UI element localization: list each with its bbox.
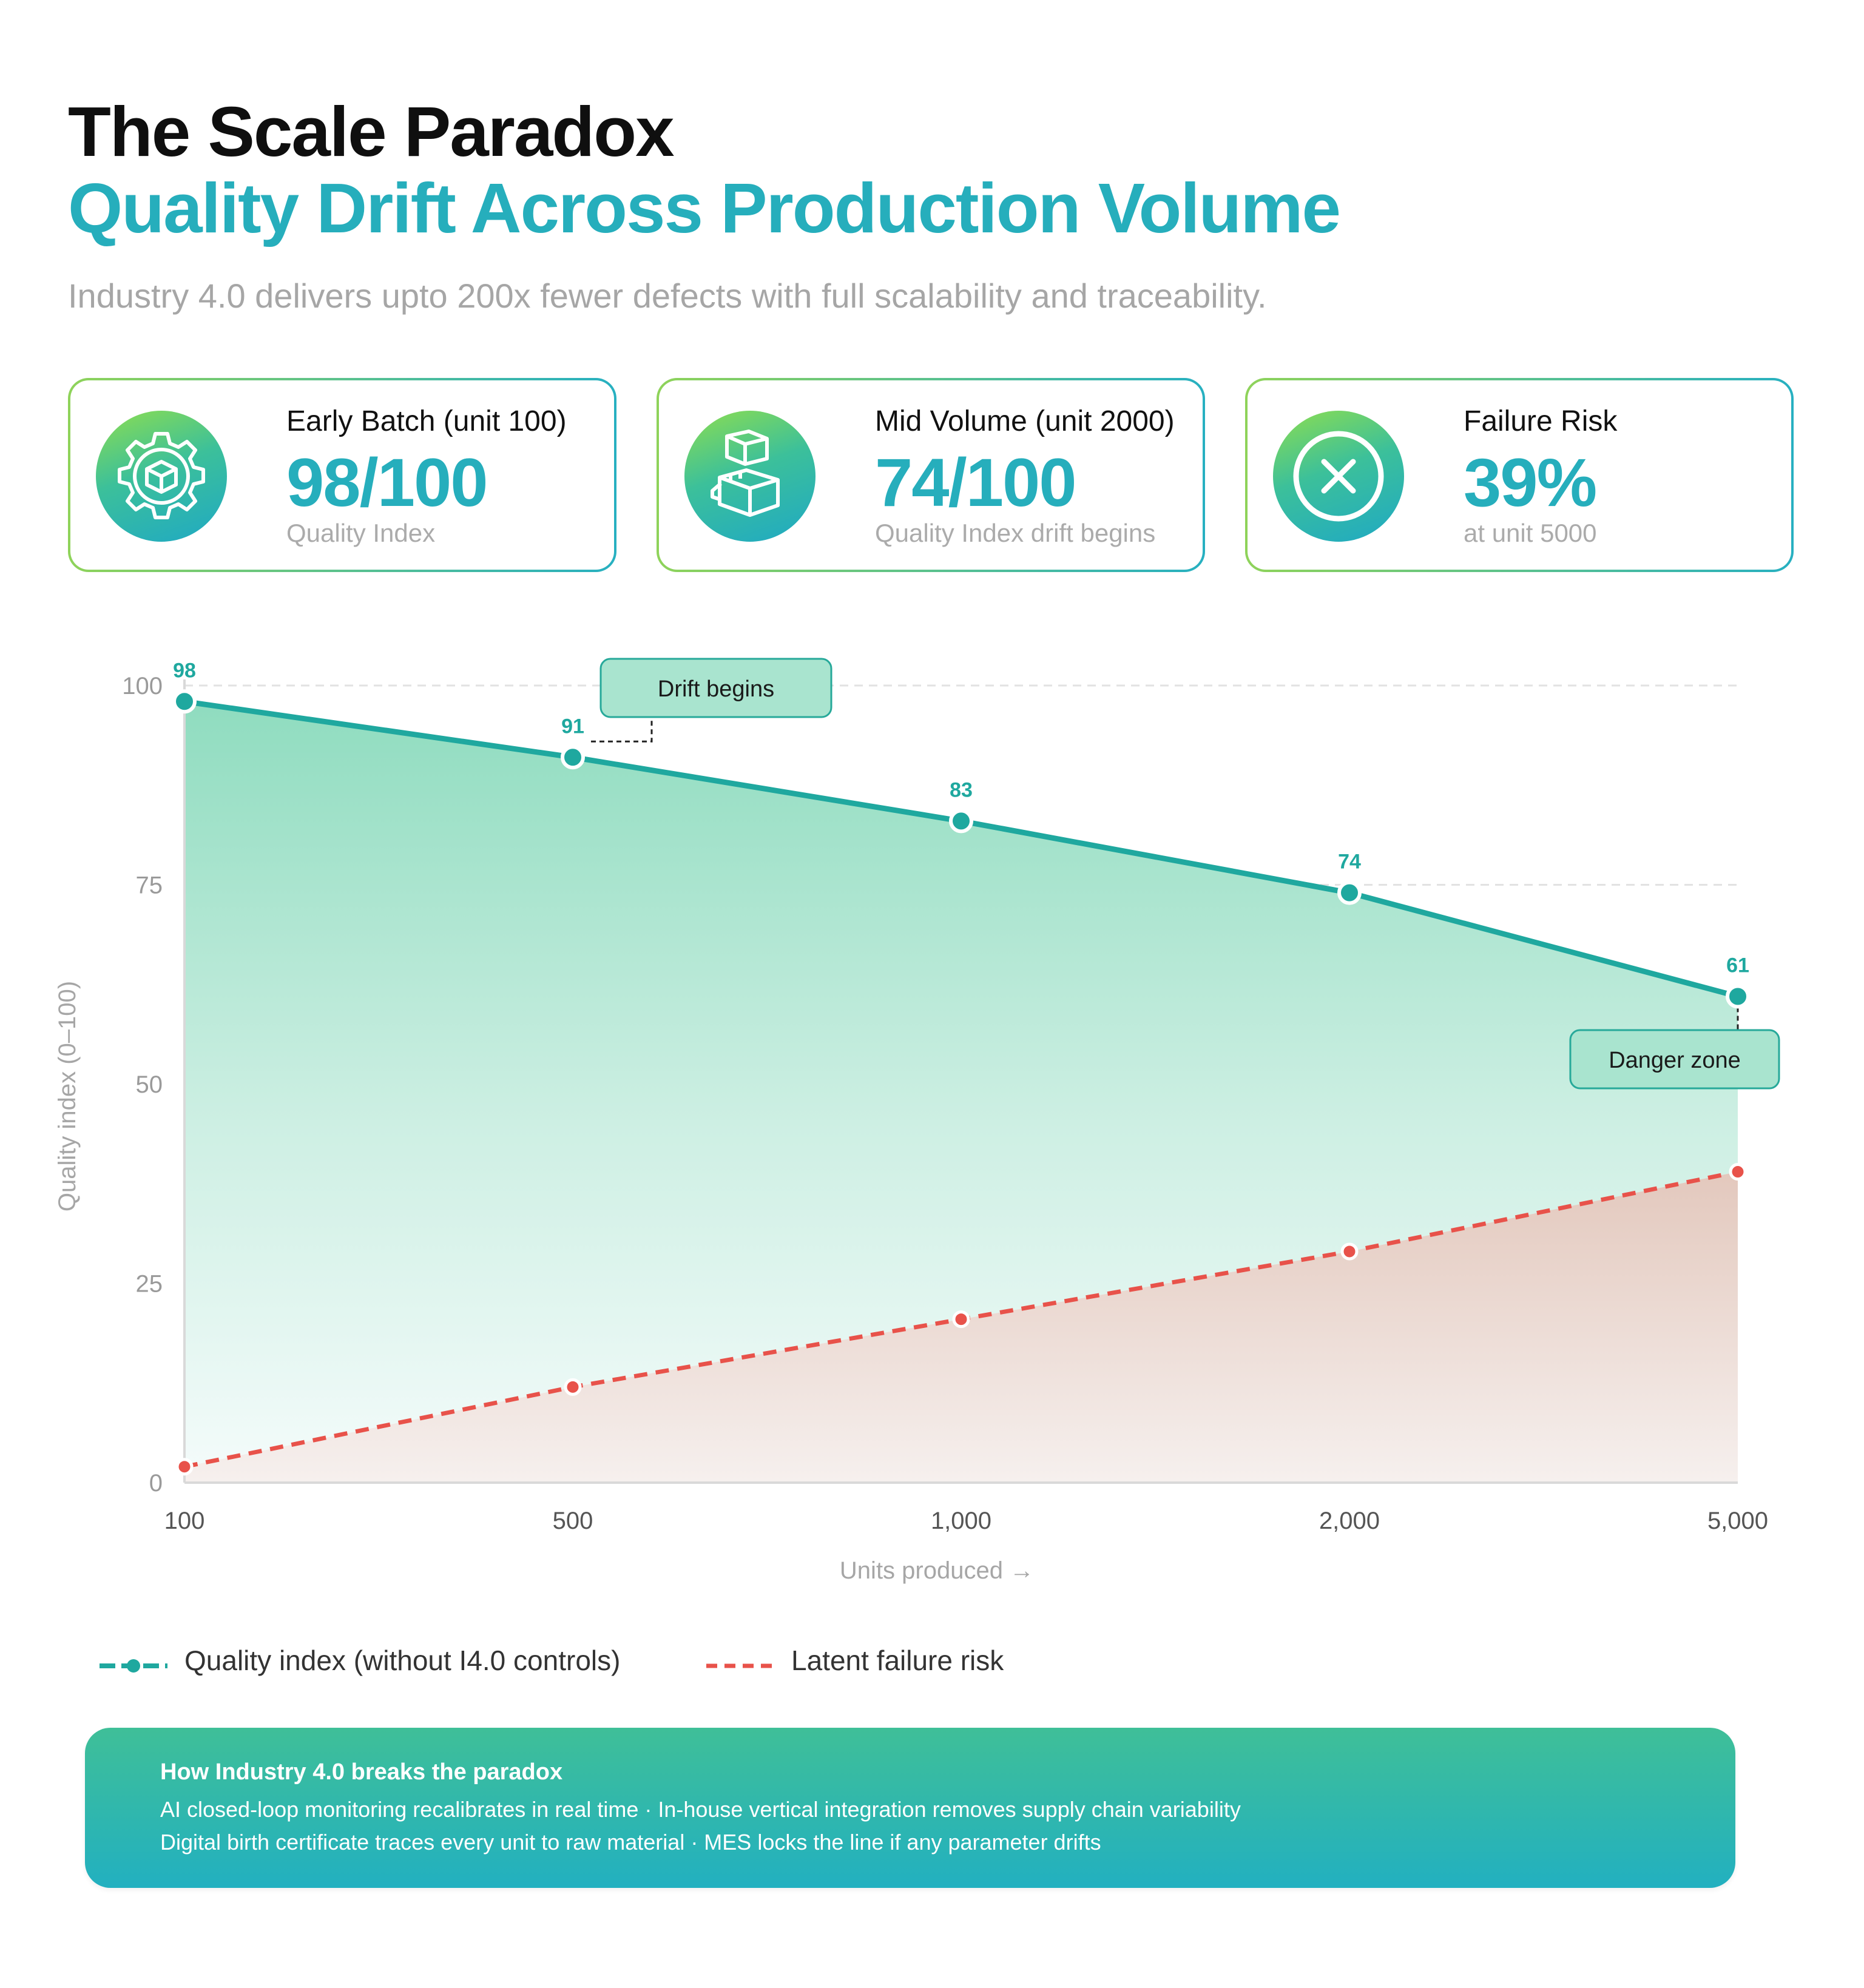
x-tick-label: 5,000 <box>1707 1508 1768 1534</box>
annotation-text-danger: Danger zone <box>1609 1048 1741 1073</box>
y-tick-label: 75 <box>136 872 163 899</box>
quality-point <box>949 809 973 834</box>
quality-data-label: 98 <box>173 659 196 682</box>
stacked-boxes-icon <box>684 411 816 542</box>
kpi-card-mid-volume: Mid Volume (unit 2000) 74/100 Quality In… <box>657 378 1205 572</box>
kpi-note: at unit 5000 <box>1464 519 1597 547</box>
info-panel: How Industry 4.0 breaks the paradox AI c… <box>85 1728 1735 1888</box>
quality-data-label: 74 <box>1338 851 1361 874</box>
risk-point <box>564 1378 582 1396</box>
x-tick-label: 100 <box>164 1508 205 1534</box>
page-subtitle: Quality Drift Across Production Volume <box>68 169 1341 248</box>
kpi-note: Quality Index drift begins <box>875 519 1156 547</box>
x-tick-label: 500 <box>553 1508 593 1534</box>
x-axis-title: Units produced → <box>840 1557 1034 1584</box>
kpi-label: Failure Risk <box>1464 405 1618 437</box>
y-tick-label: 50 <box>136 1071 163 1098</box>
kpi-value: 98/100 <box>286 445 488 521</box>
kpi-note: Quality Index <box>286 519 436 547</box>
info-line-1: AI closed-loop monitoring recalibrates i… <box>160 1797 1241 1822</box>
legend-quality-swatch <box>100 1659 167 1673</box>
kpi-value: 74/100 <box>875 445 1077 521</box>
kpi-card-early-batch: Early Batch (unit 100) 98/100 Quality In… <box>68 378 616 572</box>
y-axis-title: Quality index (0–100) <box>54 981 81 1211</box>
gear-box-icon <box>96 411 227 542</box>
risk-point <box>175 1458 194 1476</box>
quality-point <box>172 689 197 714</box>
legend-quality-label: Quality index (without I4.0 controls) <box>184 1645 621 1676</box>
risk-point <box>1340 1242 1359 1261</box>
kpi-value: 39% <box>1464 445 1597 521</box>
quality-point <box>1726 984 1750 1009</box>
kpi-label: Early Batch (unit 100) <box>286 405 567 437</box>
annotation-box-danger <box>1569 1029 1780 1090</box>
y-tick-label: 25 <box>136 1271 163 1298</box>
kpi-label: Mid Volume (unit 2000) <box>875 405 1175 437</box>
x-tick-label: 1,000 <box>931 1508 991 1534</box>
risk-point <box>952 1310 970 1329</box>
quality-data-label: 83 <box>950 778 973 801</box>
annotation-text-drift: Drift begins <box>658 676 774 702</box>
legend-risk-label: Latent failure risk <box>791 1645 1004 1676</box>
y-tick-label: 0 <box>149 1470 163 1497</box>
info-title: How Industry 4.0 breaks the paradox <box>160 1759 563 1785</box>
quality-data-label: 61 <box>1726 954 1749 977</box>
kpi-card-failure-risk: Failure Risk 39% at unit 5000 <box>1245 378 1794 572</box>
info-line-2: Digital birth certificate traces every u… <box>160 1830 1101 1855</box>
quality-data-label: 91 <box>561 715 584 738</box>
quality-drift-chart: 0 25 50 75 100 100 500 1,000 2,000 5,000 Units pro… <box>54 658 1780 1584</box>
legend-risk-swatch <box>706 1663 774 1668</box>
page-tagline: Industry 4.0 delivers upto 200x fewer de… <box>68 277 1267 315</box>
quality-point <box>561 745 585 770</box>
close-circle-icon <box>1273 411 1404 542</box>
page-title: The Scale Paradox <box>68 92 675 171</box>
annotation-box-drift <box>599 658 832 718</box>
quality-point <box>1337 880 1362 905</box>
risk-point <box>1729 1163 1747 1181</box>
annotation-leader <box>591 717 653 743</box>
y-tick-label: 100 <box>122 673 163 699</box>
x-tick-label: 2,000 <box>1319 1508 1380 1534</box>
